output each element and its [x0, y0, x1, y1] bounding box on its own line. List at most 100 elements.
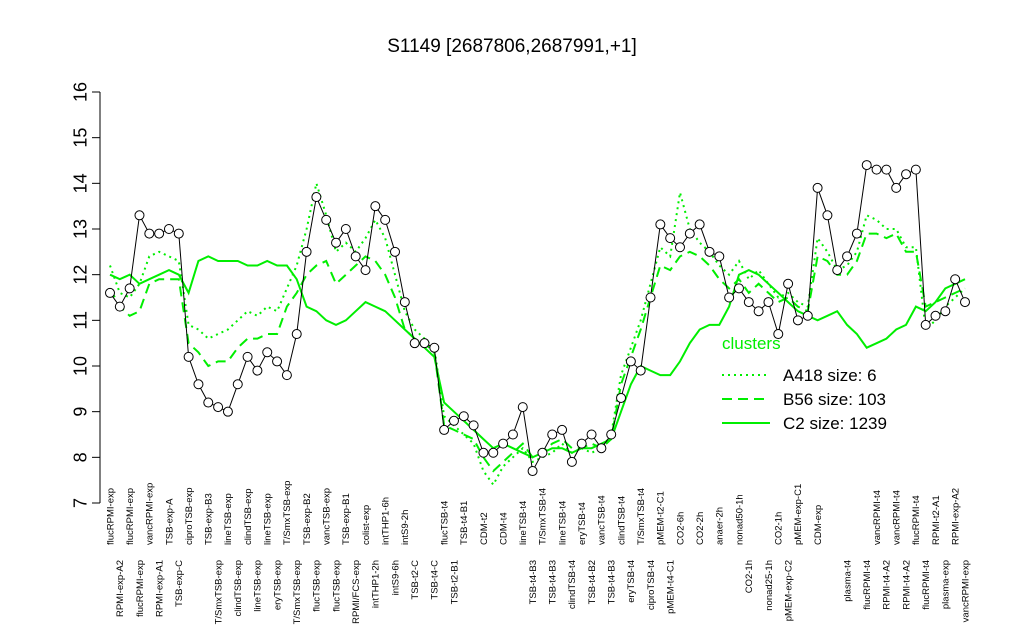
data-point	[792, 315, 803, 326]
data-point	[596, 443, 607, 454]
y-tick-label: 10	[70, 356, 90, 376]
x-tick-label: vancTSB-t4	[597, 495, 608, 545]
x-tick-label: RPMI-exp-A2	[950, 488, 961, 545]
x-tick-label: plasma-t4	[842, 560, 853, 602]
data-point	[684, 228, 695, 239]
x-tick-label: CDM-t2	[479, 512, 490, 545]
x-tick-label: lineTSB-exp	[263, 493, 274, 545]
x-tick-label: TSB-exp-B1	[341, 493, 352, 545]
x-tick-label: vancTSB-exp	[322, 488, 333, 545]
x-tick-label: TSB-t4-B3	[528, 560, 539, 604]
y-tick-label: 9	[70, 407, 90, 417]
x-tick-label: flucTSB-exp	[312, 560, 323, 612]
data-point	[950, 274, 961, 285]
x-tick-label: nonad50-1h	[734, 494, 745, 545]
x-tick-label: T/SmxTSB-t4	[636, 488, 647, 545]
data-point	[242, 351, 253, 362]
x-tick-label: TSB-exp-A	[164, 498, 175, 545]
data-point	[665, 233, 676, 244]
series-line	[109, 255, 966, 459]
data-point	[861, 160, 872, 171]
data-point	[173, 228, 184, 239]
x-tick-label: flucRPMI-t4	[921, 560, 932, 610]
data-point	[448, 415, 459, 426]
data-point	[625, 356, 636, 367]
x-tick-label: flucTSB-exp	[331, 560, 342, 612]
x-tick-label: ciproTSB-exp	[184, 487, 195, 545]
data-point	[507, 429, 518, 440]
data-point	[429, 342, 440, 353]
x-tick-label: intTHP1-6h	[380, 497, 391, 545]
data-point	[458, 411, 469, 422]
data-point	[851, 228, 862, 239]
data-point	[468, 420, 479, 431]
data-point	[488, 447, 499, 458]
x-tick-label: lineTSB-exp	[223, 493, 234, 545]
x-tick-label: pMEM-exp-C1	[793, 484, 804, 545]
data-point	[331, 237, 342, 248]
x-tick-label: TSB-t2-B1	[449, 560, 460, 604]
x-tick-label: CDM-exp	[813, 505, 824, 545]
x-tick-label: flucRPMI-exp	[135, 560, 146, 617]
x-tick-label: flucRPMI-exp	[125, 488, 136, 545]
series-line	[109, 179, 966, 487]
x-tick-label: T/SmxTSB-exp	[282, 481, 293, 545]
data-point	[301, 246, 312, 257]
data-point	[370, 201, 381, 212]
data-point	[733, 283, 744, 294]
data-point	[694, 219, 705, 230]
x-tick-label: T/SmxTSB-exp	[213, 560, 224, 624]
data-point	[350, 251, 361, 262]
data-point	[419, 338, 430, 349]
x-tick-label: colist-exp	[361, 505, 372, 545]
legend-label: B56 size: 103	[783, 390, 886, 409]
y-tick-label: 11	[70, 311, 90, 330]
data-point	[753, 306, 764, 317]
legend-title: clusters	[722, 334, 781, 353]
data-point	[557, 424, 568, 435]
data-point	[478, 447, 489, 458]
data-point	[498, 438, 509, 449]
data-point	[714, 251, 725, 262]
data-point	[154, 228, 165, 239]
data-point	[537, 447, 548, 458]
data-point	[193, 379, 204, 390]
x-tick-label: plasma-exp	[941, 560, 952, 609]
data-point	[527, 466, 538, 477]
data-point	[340, 224, 351, 234]
x-tick-label: clindTSB-t4	[616, 496, 627, 545]
data-point	[881, 164, 892, 175]
data-point	[517, 402, 528, 413]
data-point	[360, 265, 371, 276]
data-point	[281, 370, 292, 381]
legend-label: A418 size: 6	[783, 366, 877, 385]
x-tick-label: T/SmxTSB-exp	[292, 560, 303, 624]
data-point	[134, 210, 145, 221]
data-point	[252, 365, 263, 376]
x-tick-label: anaer-2h	[715, 507, 726, 545]
x-tick-label: RPMI-t4-A2	[901, 560, 912, 610]
data-point	[390, 246, 400, 257]
data-point	[311, 192, 322, 203]
legend-label: C2 size: 1239	[783, 414, 887, 433]
x-tick-label: nonad25-1h	[764, 560, 775, 611]
x-tick-label: TSB-t4-B3	[607, 560, 618, 604]
data-point	[783, 278, 794, 289]
x-tick-label: eryTSB-t4	[577, 502, 588, 545]
data-point	[105, 287, 115, 298]
data-point	[822, 210, 833, 221]
x-tick-label: intTHP1-2h	[371, 560, 382, 608]
data-point	[183, 351, 194, 362]
x-tick-label: lineTSB-exp	[253, 560, 264, 612]
x-tick-label: TSB-t4-C	[430, 560, 441, 600]
x-tick-label: TSB-exp-C	[174, 560, 185, 607]
x-tick-label: RPMI/FCS-exp	[351, 560, 362, 624]
data-point	[262, 347, 273, 358]
x-tick-label: pMEM-exp-C2	[783, 560, 794, 621]
x-tick-label: pMEM-t2-C1	[656, 491, 667, 545]
data-point	[222, 406, 233, 417]
x-tick-label: TSB-t2-C	[410, 560, 421, 600]
x-tick-label: flucTSB-t4	[439, 501, 450, 545]
x-tick-label: vancRPMI-t4	[892, 490, 903, 545]
